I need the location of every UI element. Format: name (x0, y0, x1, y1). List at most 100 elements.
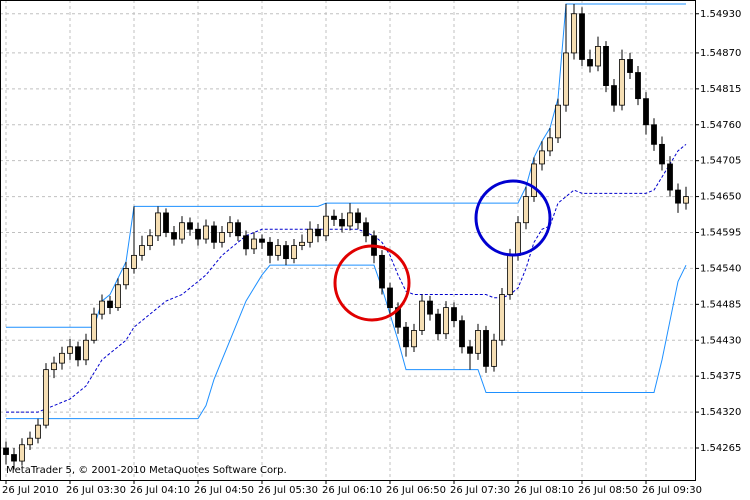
candle-body (83, 339, 89, 361)
candle-body (315, 228, 321, 237)
candle-body (107, 300, 113, 309)
candle-body (643, 98, 649, 126)
candle-body (539, 150, 545, 165)
candle-body (515, 222, 521, 256)
y-tick-label: 1.54485 (700, 299, 741, 310)
candle-body (179, 222, 185, 240)
y-tick-label: 1.54540 (700, 263, 741, 274)
candle-body (635, 72, 641, 100)
plot-area (0, 0, 695, 480)
candle-body (299, 241, 305, 246)
candle-body (523, 196, 529, 224)
candle-body (571, 13, 577, 54)
indicator-line (6, 264, 687, 420)
candle-body (427, 300, 433, 315)
x-tick-label: 26 Jul 09:30 (642, 485, 702, 496)
candle-body (99, 300, 105, 315)
candle-body (147, 235, 153, 246)
candle-body (499, 294, 505, 341)
candle-body (347, 212, 353, 227)
candle-body (267, 241, 273, 256)
candle-body (187, 222, 193, 230)
candle-body (667, 163, 673, 191)
plot-border (0, 0, 696, 481)
candle-body (651, 124, 657, 145)
candle-body (131, 254, 137, 269)
candle-body (443, 307, 449, 335)
candle-body (339, 219, 345, 227)
candle-body (11, 454, 17, 462)
y-tick-label: 1.54760 (700, 120, 741, 131)
x-tick-label: 26 Jul 06:50 (386, 485, 446, 496)
candle-body (323, 215, 329, 237)
y-tick-label: 1.54650 (700, 192, 741, 203)
candle-body (331, 215, 337, 220)
indicator-line (6, 143, 687, 413)
blue-circle-annotation (474, 179, 552, 257)
candle-body (411, 330, 417, 348)
y-tick-label: 1.54320 (700, 407, 741, 418)
candle-body (475, 330, 481, 354)
candle-body (59, 352, 65, 364)
candle-body (459, 320, 465, 348)
y-tick-label: 1.54930 (700, 9, 741, 20)
candle-body (603, 46, 609, 86)
candle-body (491, 339, 497, 367)
candle-body (27, 437, 33, 446)
x-tick-label: 26 Jul 06:10 (322, 485, 382, 496)
candle-body (483, 330, 489, 367)
x-tick-label: 26 Jul 08:10 (514, 485, 574, 496)
candle-body (139, 245, 145, 256)
candle-body (363, 222, 369, 237)
candle-body (547, 137, 553, 152)
candle-body (123, 268, 129, 286)
candle-body (555, 104, 561, 139)
x-tick-label: 26 Jul 2010 (2, 485, 59, 496)
candle-body (587, 59, 593, 67)
y-tick-label: 1.54595 (700, 228, 741, 239)
indicator-line (6, 3, 686, 328)
candle-body (283, 245, 289, 260)
candle-body (451, 307, 457, 322)
candle-body (235, 222, 241, 237)
candle-body (683, 196, 689, 204)
candle-body (675, 189, 681, 204)
candle-body (195, 228, 201, 240)
candle-body (355, 212, 361, 224)
candle-body (435, 313, 441, 335)
candle-body (291, 245, 297, 260)
candle-body (467, 346, 473, 354)
y-tick-label: 1.54430 (700, 335, 741, 346)
candle-body (67, 346, 73, 354)
candle-body (259, 238, 265, 243)
candle-body (403, 326, 409, 348)
candle-body (227, 222, 233, 233)
x-tick-label: 26 Jul 04:50 (194, 485, 254, 496)
candle-body (619, 59, 625, 106)
y-tick-label: 1.54375 (700, 371, 741, 382)
candle-body (51, 362, 57, 371)
candle-body (243, 235, 249, 250)
y-tick-label: 1.54870 (700, 48, 741, 59)
watermark: MetaTrader 5, © 2001-2010 MetaQuotes Sof… (6, 465, 287, 476)
x-tick-label: 26 Jul 08:50 (578, 485, 638, 496)
x-tick-label: 26 Jul 05:30 (258, 485, 318, 496)
candle-body (35, 424, 41, 439)
candle-body (595, 46, 601, 67)
x-tick-label: 26 Jul 04:10 (130, 485, 190, 496)
candle-body (91, 313, 97, 341)
candle-body (379, 254, 385, 289)
candle-body (275, 245, 281, 256)
x-tick-label: 26 Jul 03:30 (66, 485, 126, 496)
x-tick-label: 26 Jul 07:30 (450, 485, 510, 496)
candle-body (387, 287, 393, 309)
red-circle-annotation (333, 244, 411, 322)
candle-body (75, 346, 81, 361)
candle-body (171, 232, 177, 240)
candle-body (627, 59, 633, 73)
candle-body (659, 143, 665, 165)
y-tick-label: 1.54705 (700, 156, 741, 167)
y-tick-label: 1.54815 (700, 84, 741, 95)
candle-body (251, 238, 257, 250)
candle-body (611, 85, 617, 106)
